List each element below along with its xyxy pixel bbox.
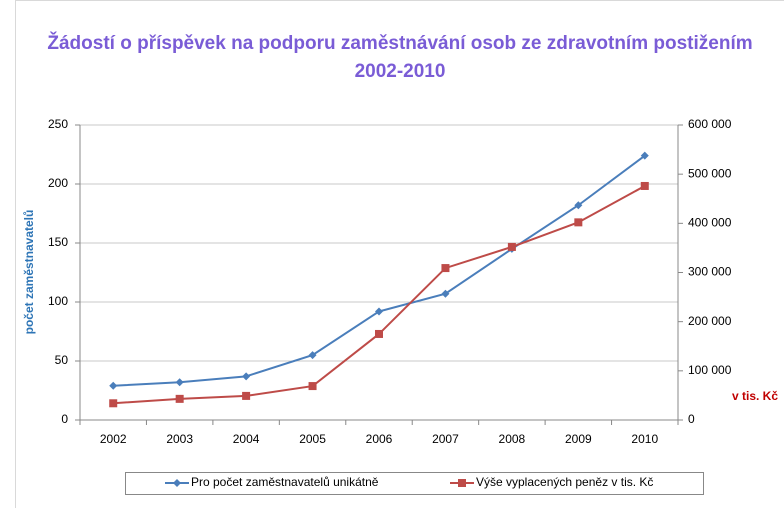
x-tick-label: 2006 xyxy=(366,432,393,446)
data-point xyxy=(640,181,649,190)
data-point xyxy=(109,381,118,390)
data-point xyxy=(375,329,383,338)
x-tick-label: 2002 xyxy=(100,432,127,446)
legend-marker xyxy=(173,479,181,487)
data-point xyxy=(507,242,516,251)
y-tick-label: 50 xyxy=(55,353,69,367)
data-point xyxy=(242,391,251,400)
legend-label: Pro počet zaměstnavatelů unikátně xyxy=(191,475,379,489)
x-tick-label: 2004 xyxy=(233,432,260,446)
y2-tick-label: 300 000 xyxy=(688,265,732,279)
legend-box xyxy=(125,472,704,495)
x-tick-label: 2003 xyxy=(166,432,193,446)
data-point xyxy=(640,151,649,160)
y2-tick-label: 600 000 xyxy=(688,117,732,131)
data-point xyxy=(242,372,251,381)
x-tick-label: 2007 xyxy=(432,432,459,446)
data-point xyxy=(175,394,184,403)
x-tick-label: 2010 xyxy=(631,432,658,446)
data-point xyxy=(175,378,184,387)
legend-label: Výše vyplacených peněz v tis. Kč xyxy=(476,475,653,489)
y2-tick-label: 400 000 xyxy=(688,216,732,230)
data-point xyxy=(308,382,317,391)
y-tick-label: 200 xyxy=(48,176,68,190)
y-tick-label: 100 xyxy=(48,294,68,308)
y-tick-label: 250 xyxy=(48,117,68,131)
chart-border xyxy=(15,0,784,508)
series-line xyxy=(113,154,646,387)
data-point xyxy=(109,399,118,408)
chart-title: Žádostí o příspěvek na podporu zaměstnáv… xyxy=(47,33,753,82)
data-point xyxy=(574,218,583,227)
data-point xyxy=(441,289,450,298)
y-tick-label: 150 xyxy=(48,235,68,249)
data-point xyxy=(375,307,383,316)
x-tick-label: 2009 xyxy=(565,432,592,446)
y2-axis-label: v tis. Kč xyxy=(732,389,778,403)
series-line xyxy=(113,185,646,405)
legend-marker xyxy=(458,479,466,487)
data-point xyxy=(308,351,317,360)
x-tick-label: 2008 xyxy=(499,432,526,446)
data-point xyxy=(441,264,450,273)
x-tick-label: 2005 xyxy=(299,432,326,446)
y2-tick-label: 0 xyxy=(688,412,695,426)
y-axis-label: počet zaměstnavatelů xyxy=(22,210,36,335)
y2-tick-label: 100 000 xyxy=(688,363,732,377)
y2-tick-label: 200 000 xyxy=(688,314,732,328)
y2-tick-label: 500 000 xyxy=(688,166,732,180)
y-tick-label: 0 xyxy=(61,412,68,426)
data-point xyxy=(574,201,583,210)
